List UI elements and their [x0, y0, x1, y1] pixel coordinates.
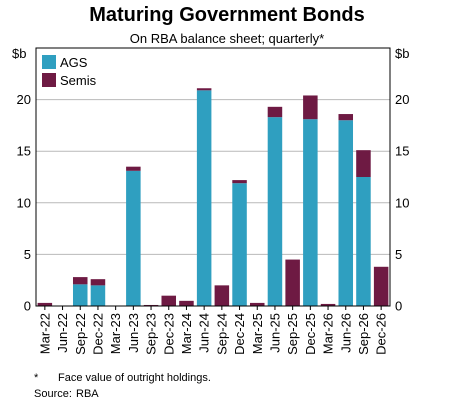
- bar-semis-jun-25: [267, 106, 283, 118]
- x-tick-label: Dec-25: [303, 313, 318, 355]
- bar-semis-mar-22: [37, 302, 53, 306]
- y-tick-label-left: 10: [17, 195, 31, 210]
- x-tick-label: Dec-26: [374, 313, 389, 355]
- bar-ags-jun-26: [338, 120, 354, 307]
- bar-semis-dec-24: [232, 180, 247, 184]
- x-tick-label: Jun-22: [55, 313, 70, 353]
- y-tick-label-right: 10: [395, 195, 409, 210]
- x-tick-label: Mar-22: [37, 313, 52, 354]
- plot-frame: [35, 47, 391, 307]
- y-tick-label-left: 20: [17, 92, 31, 107]
- bar-semis-dec-23: [161, 295, 177, 306]
- bar-semis-sep-25: [285, 259, 300, 306]
- x-tick-label: Jun-23: [126, 313, 141, 353]
- bar-ags-sep-26: [356, 177, 371, 306]
- x-tick-label: Sep-26: [356, 313, 371, 355]
- bar-semis-dec-26: [373, 266, 389, 306]
- y-tick-label-left: 15: [17, 144, 31, 159]
- bar-ags-jun-24: [196, 90, 212, 306]
- legend-label-ags: AGS: [60, 55, 88, 70]
- legend: AGS Semis: [42, 55, 97, 88]
- bar-ags-sep-22: [72, 284, 88, 306]
- legend-label-semis: Semis: [60, 73, 97, 88]
- bar-semis-sep-22: [72, 277, 88, 285]
- x-tick-label: Jun-26: [338, 313, 353, 353]
- x-tick-label: Sep-23: [144, 313, 159, 355]
- y-tick-label-right: 20: [395, 92, 409, 107]
- bar-semis-sep-24: [214, 285, 230, 306]
- x-tick-label: Dec-23: [161, 313, 176, 355]
- bar-ags-jun-23: [126, 170, 141, 306]
- footnote-mark: *: [34, 372, 39, 384]
- x-tick-label: Sep-22: [73, 313, 88, 355]
- bar-semis-jun-23: [126, 166, 141, 171]
- x-tick-label: Mar-24: [179, 313, 194, 354]
- bar-semis-jun-26: [338, 114, 354, 121]
- x-tick-label: Dec-24: [232, 313, 247, 355]
- legend-swatch-semis: [42, 73, 56, 87]
- y-axis-unit-left: $b: [12, 46, 27, 61]
- bar-ags-dec-22: [90, 285, 106, 306]
- ticks-layer: 0 0 5 5 10 10 15 15 20 20 Mar-22 Jun-22 Sep-22 Dec-22…: [17, 92, 410, 355]
- bar-semis-sep-26: [356, 150, 371, 177]
- y-tick-label-right: 5: [395, 247, 402, 262]
- source-text: RBA: [76, 388, 99, 400]
- x-tick-label: Sep-25: [285, 313, 300, 355]
- bar-semis-mar-24: [179, 300, 194, 306]
- chart-subtitle: On RBA balance sheet; quarterly*: [129, 31, 325, 46]
- bar-semis-dec-22: [90, 279, 106, 286]
- x-tick-label: Dec-22: [90, 313, 105, 355]
- source-label: Source:: [34, 388, 72, 400]
- bars-layer: [37, 88, 389, 307]
- bar-semis-jun-24: [196, 88, 212, 91]
- bar-semis-mar-26: [320, 303, 336, 306]
- y-tick-label-left: 5: [24, 247, 31, 262]
- footnote-text: Face value of outright holdings.: [58, 372, 211, 384]
- bar-semis-mar-25: [249, 302, 265, 306]
- x-tick-label: Mar-26: [321, 313, 336, 354]
- x-tick-label: Jun-24: [197, 313, 212, 353]
- y-axis-unit-right: $b: [395, 46, 410, 61]
- legend-swatch-ags: [42, 55, 56, 69]
- grid-layer: [36, 99, 390, 255]
- chart-title: Maturing Government Bonds: [89, 4, 365, 26]
- x-tick-label: Mar-23: [108, 313, 123, 354]
- bar-semis-sep-23: [143, 304, 159, 306]
- x-tick-label: Jun-25: [267, 313, 282, 353]
- x-tick-label: Mar-25: [250, 313, 265, 354]
- bar-ags-dec-25: [303, 119, 318, 306]
- x-tick-label: Sep-24: [214, 313, 229, 355]
- y-tick-label-left: 0: [24, 299, 31, 314]
- bar-semis-dec-25: [303, 95, 318, 120]
- y-tick-label-right: 15: [395, 144, 409, 159]
- bar-ags-jun-25: [267, 117, 283, 306]
- bar-ags-dec-24: [232, 183, 247, 306]
- y-tick-label-right: 0: [395, 299, 402, 314]
